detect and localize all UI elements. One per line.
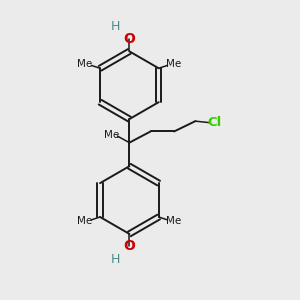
Text: Me: Me	[167, 216, 182, 226]
Text: H: H	[111, 20, 120, 33]
Text: H: H	[111, 253, 120, 266]
Text: Me: Me	[77, 59, 92, 69]
Text: Me: Me	[167, 59, 182, 69]
Text: Me: Me	[77, 216, 92, 226]
Text: Me: Me	[104, 130, 120, 140]
Text: O: O	[124, 32, 135, 46]
Text: Cl: Cl	[207, 116, 222, 129]
Text: O: O	[124, 239, 135, 253]
